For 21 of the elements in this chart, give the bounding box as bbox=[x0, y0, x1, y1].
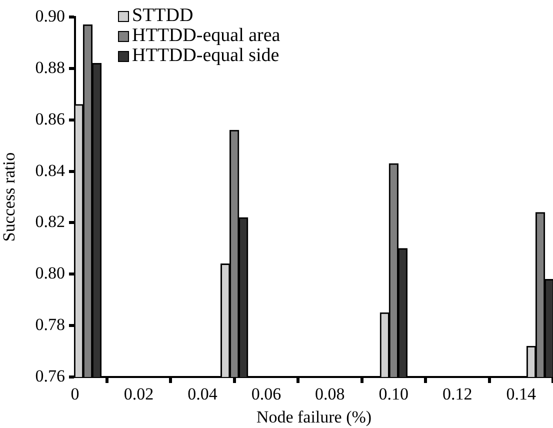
x-tick-label: 0.04 bbox=[188, 384, 218, 404]
y-tick-label: 0.76 bbox=[35, 366, 65, 386]
y-tick-label: 0.84 bbox=[35, 160, 66, 180]
legend-label: HTTDD-equal area bbox=[132, 25, 280, 46]
x-tick-label: 0.06 bbox=[251, 384, 282, 404]
y-tick-label: 0.78 bbox=[35, 315, 65, 334]
x-axis-title: Node failure (%) bbox=[256, 407, 372, 426]
y-tick-label: 0.90 bbox=[35, 6, 65, 26]
x-tick-label: 0.14 bbox=[506, 384, 537, 404]
x-tick-label: 0.02 bbox=[124, 384, 154, 404]
x-tick-label: 0.10 bbox=[378, 384, 409, 404]
x-tick-label: 0.12 bbox=[442, 384, 472, 404]
x-tick-label: 0 bbox=[70, 384, 80, 404]
y-tick-label: 0.88 bbox=[35, 58, 65, 77]
legend-label: STTDD bbox=[132, 5, 194, 26]
y-axis-title: Success ratio bbox=[0, 152, 19, 242]
x-tick-label: 0.08 bbox=[315, 384, 345, 404]
y-tick-label: 0.80 bbox=[35, 264, 65, 283]
legend-label: HTTDD-equal side bbox=[132, 45, 280, 66]
y-tick-label: 0.86 bbox=[35, 109, 65, 128]
y-tick-label: 0.82 bbox=[35, 212, 65, 232]
